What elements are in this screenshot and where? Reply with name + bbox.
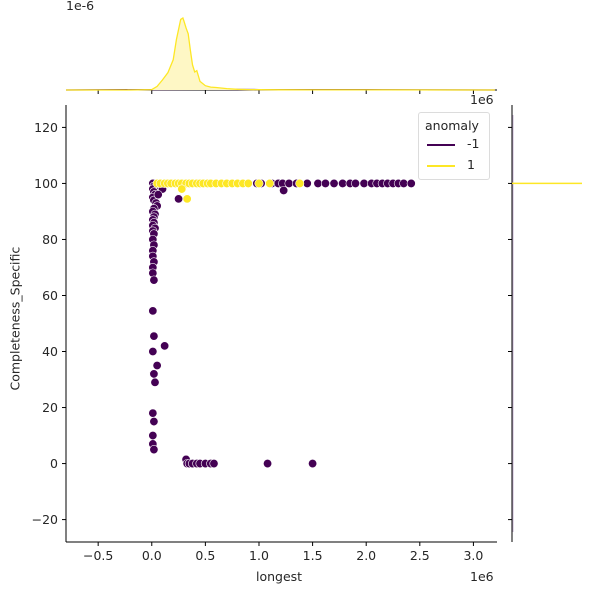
top-marginal-offset-text: 1e-6 (66, 0, 95, 13)
x-tick-label: 3.0 (463, 548, 483, 563)
scatter-point (182, 194, 192, 204)
y-tick-label: 80 (42, 232, 58, 247)
scatter-point (302, 178, 312, 188)
legend-swatch-purple (427, 144, 455, 146)
scatter-point (153, 190, 163, 200)
scatter-point (243, 178, 253, 188)
scatter-point (148, 431, 158, 441)
scatter-point (148, 306, 158, 316)
scatter-point (152, 361, 162, 371)
scatter-point (209, 459, 219, 469)
y-tick-label: 40 (42, 344, 58, 359)
scatter-point (313, 178, 323, 188)
x-tick-label: 0.0 (142, 548, 162, 563)
x-tick-label: 2.0 (356, 548, 376, 563)
legend-entry-1: 1 (427, 157, 487, 174)
scatter-point (160, 341, 170, 351)
x-tick-label: −0.5 (83, 548, 113, 563)
scatter-point (149, 331, 159, 341)
legend-entry-neg1: -1 (427, 136, 487, 153)
right-marginal-offset-text: 1e6 (470, 92, 494, 107)
scatter-point (329, 178, 339, 188)
kde-line (66, 17, 495, 91)
legend-title: anomaly (425, 118, 479, 133)
scatter-point (149, 369, 159, 379)
scatter-point (148, 408, 158, 418)
scatter-point (320, 178, 330, 188)
scatter-point (406, 178, 416, 188)
x-tick-label: 1.5 (303, 548, 323, 563)
x-tick-label: 0.5 (195, 548, 215, 563)
legend: anomaly -1 1 (418, 112, 490, 180)
y-tick-label: 60 (42, 288, 58, 303)
scatter-point (149, 417, 159, 427)
x-tick-label: 1.0 (249, 548, 269, 563)
y-tick-label: 0 (50, 456, 58, 471)
scatter-point (150, 377, 160, 387)
x-tick-label: 2.5 (410, 548, 430, 563)
scatter-point (399, 178, 409, 188)
x-axis-offset-text: 1e6 (470, 569, 494, 584)
scatter-point (279, 185, 289, 195)
scatter-point (338, 178, 348, 188)
legend-label: 1 (467, 157, 475, 172)
scatter-point (350, 178, 360, 188)
scatter-point (177, 184, 187, 194)
scatter-point (149, 275, 159, 285)
scatter-point (265, 178, 275, 188)
scatter-point (295, 178, 305, 188)
top-marginal-kde (65, 17, 497, 94)
right-marginal-kde (508, 105, 582, 542)
scatter-point (174, 194, 184, 204)
y-axis-label: Completeness_Specific (7, 246, 23, 391)
scatter-point (284, 178, 294, 188)
scatter-point (149, 445, 159, 455)
scatter-point (359, 178, 369, 188)
main-scatter-axes: −0.5 0.0 0.5 1.0 1.5 2.0 2.5 3.0 −20 0 20 40 60 80 100… (32, 105, 497, 563)
kde-fill (66, 18, 495, 90)
y-tick-label: 100 (34, 176, 58, 191)
y-tick-label: −20 (32, 512, 58, 527)
scatter-point (308, 459, 318, 469)
scatter-points (148, 178, 416, 469)
legend-label: -1 (467, 136, 480, 151)
y-tick-label: 20 (42, 400, 58, 415)
x-axis-label: longest (256, 569, 303, 584)
y-tick-label: 120 (34, 120, 58, 135)
legend-swatch-yellow (427, 165, 455, 167)
scatter-point (254, 178, 264, 188)
scatter-point (263, 459, 273, 469)
scatter-point (148, 347, 158, 357)
